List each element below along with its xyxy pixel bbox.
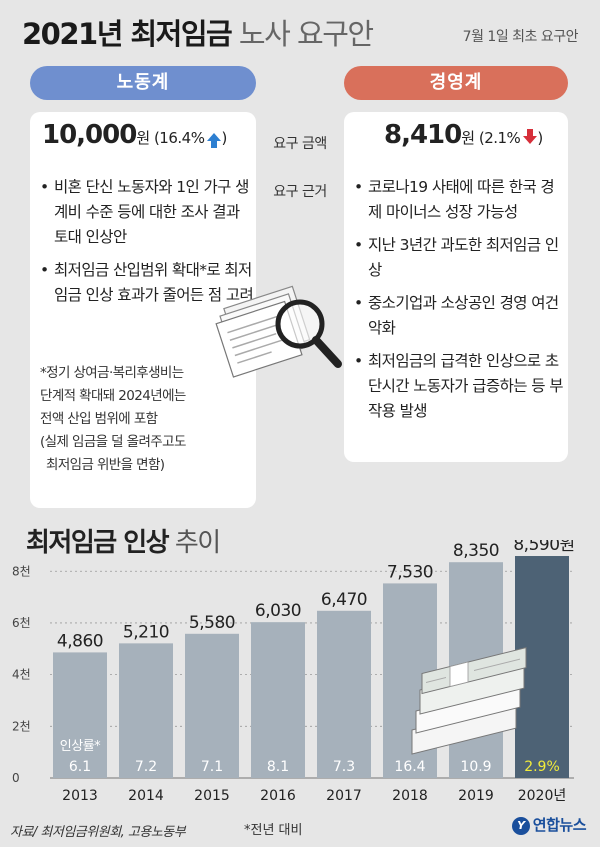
labor-pill: 노동계 (30, 66, 256, 100)
source-credit: 자료/ 최저임금위원회, 고용노동부 (10, 825, 186, 840)
x-tick-label: 2018 (392, 788, 428, 804)
bar-value-label: 8,590원 (513, 540, 574, 555)
yonhap-logo: Y 연합뉴스 (511, 814, 587, 835)
chart-bar (317, 610, 371, 778)
footnote-line: 최저임금 위반을 면함) (46, 457, 165, 473)
rate-label: 7.2 (135, 759, 157, 775)
x-tick-label: 2014 (128, 788, 164, 804)
footnote-line: (실제 임금을 덜 올려주고도 (40, 434, 186, 450)
y-tick-label: 8천 (12, 563, 31, 578)
labor-reasons: 비혼 단신 노동자와 1인 가구 생계비 수준 등에 대한 조사 결과 토대 인… (40, 175, 254, 316)
amount-label: 요구 금액 (273, 136, 327, 152)
page-title: 2021년 최저임금 노사 요구안 (22, 12, 374, 56)
rate-label: 7.3 (333, 759, 355, 775)
yonhap-logo-text: 연합뉴스 (532, 816, 587, 834)
list-item: 최저임금 산입범위 확대*로 최저임금 인상 효과가 줄어든 점 고려 (40, 258, 254, 308)
footnote-line: 단계적 확대돼 2024년에는 (40, 388, 186, 404)
x-tick-label: 2016 (260, 788, 296, 804)
yonhap-logo-icon: Y (511, 817, 530, 835)
business-reasons: 코로나19 사태에 따른 한국 경제 마이너스 성장 가능성 지난 3년간 과도… (354, 175, 566, 432)
rate-caption: 인상률* (60, 739, 101, 754)
x-tick-label: 2013 (62, 788, 98, 804)
page-subtitle: 7월 1일 최초 요구안 (462, 29, 579, 45)
rate-label: 16.4 (394, 759, 425, 775)
bar-value-label: 6,470 (321, 590, 367, 610)
bar-value-label: 4,860 (57, 631, 103, 651)
chart-bar (53, 652, 107, 778)
rate-label: 6.1 (69, 759, 91, 775)
footnote-line: *정기 상여금·복리후생비는 (40, 365, 184, 381)
rate-label: 2.9% (524, 759, 560, 775)
chart-bar (251, 622, 305, 778)
page-title-bold: 2021년 최저임금 (22, 17, 233, 51)
bar-value-label: 5,580 (189, 613, 235, 633)
money-stack-icon (411, 646, 527, 755)
page-title-light: 노사 요구안 (231, 17, 374, 51)
business-amount-unit: 원 (461, 129, 475, 147)
reason-label: 요구 근거 (273, 184, 327, 200)
chart-bar (119, 643, 173, 778)
chart-title: 최저임금 인상 추이 (26, 522, 221, 559)
labor-change-close: ) (221, 129, 227, 147)
list-item: 코로나19 사태에 따른 한국 경제 마이너스 성장 가능성 (354, 175, 566, 225)
y-tick-label: 2천 (12, 718, 31, 733)
list-item: 지난 3년간 과도한 최저임금 인상 (354, 233, 566, 283)
list-item: 비혼 단신 노동자와 1인 가구 생계비 수준 등에 대한 조사 결과 토대 인… (40, 175, 254, 250)
minimum-wage-chart: 0 2천 4천 6천 8천 4,860 6.1 2013 5,210 7.2 2014 5,580 7… (12, 540, 575, 804)
bar-value-label: 5,210 (123, 622, 169, 642)
rate-label: 10.9 (460, 759, 491, 775)
bar-value-label: 8,350 (453, 541, 499, 561)
labor-amount: 10,000원 (16.4%) (42, 120, 227, 150)
bar-value-label: 6,030 (255, 601, 301, 621)
chart-footnote: *전년 대비 (244, 823, 303, 838)
labor-change: (16.4% (153, 129, 205, 147)
business-pill: 경영계 (344, 66, 568, 100)
business-amount: 8,410원 (2.1%) (384, 120, 543, 150)
list-item: 최저임금의 급격한 인상으로 초단시간 노동자가 급증하는 등 부작용 발생 (354, 349, 566, 424)
x-tick-label: 2019 (458, 788, 494, 804)
bar-value-label: 7,530 (387, 562, 433, 582)
y-tick-label: 6천 (12, 615, 31, 630)
x-tick-label: 2015 (194, 788, 230, 804)
documents-magnifier-icon (215, 285, 342, 378)
down-arrow-icon (523, 129, 538, 144)
chart-title-light: 추이 (168, 528, 221, 558)
rate-label: 7.1 (201, 759, 223, 775)
chart-title-bold: 최저임금 인상 (26, 528, 170, 558)
labor-amount-value: 10,000 (42, 120, 137, 150)
y-tick-label: 0 (12, 771, 20, 785)
labor-footnote: *정기 상여금·복리후생비는 단계적 확대돼 2024년에는 전액 산입 범위에… (40, 362, 254, 477)
business-amount-value: 8,410 (384, 120, 462, 150)
chart-bar (185, 633, 239, 778)
x-tick-label: 2020년 (518, 788, 567, 804)
x-tick-label: 2017 (326, 788, 362, 804)
y-tick-label: 4천 (12, 667, 31, 682)
business-change: (2.1% (478, 129, 521, 147)
labor-amount-unit: 원 (136, 129, 150, 147)
list-item: 중소기업과 소상공인 경영 여건 악화 (354, 291, 566, 341)
up-arrow-icon (207, 133, 222, 148)
business-change-close: ) (537, 129, 543, 147)
rate-label: 8.1 (267, 759, 289, 775)
footnote-line: 전액 산입 범위에 포함 (40, 411, 158, 427)
